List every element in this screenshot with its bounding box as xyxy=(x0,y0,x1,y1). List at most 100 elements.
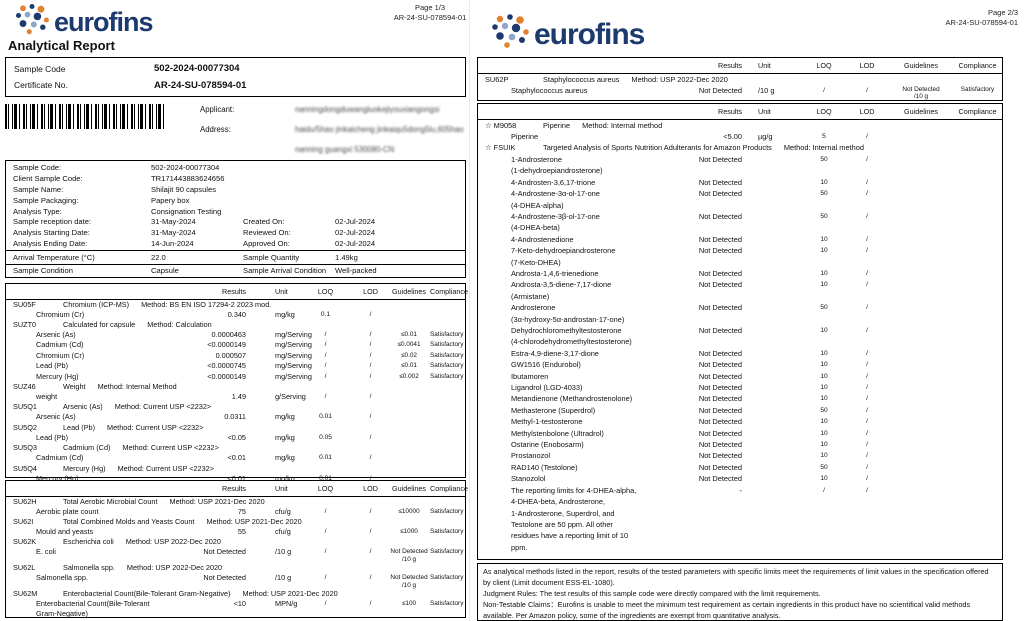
result-value: Not Detected xyxy=(203,573,246,583)
sample-code-value: 502-2024-00077304 xyxy=(154,63,240,75)
text-line: 1-Androsterone, Superdrol, and xyxy=(511,508,615,518)
column-header: LOQ xyxy=(816,106,832,116)
parameter-name: weight xyxy=(6,392,198,402)
loq-value: 10 xyxy=(820,372,828,380)
text-line: 1-Androsterone xyxy=(511,154,562,164)
loq-value: 10 xyxy=(820,349,828,357)
text-line: (1-dehydroepiandrosterone) xyxy=(511,166,603,176)
result-row: Ligandrol (LGD-4033) Not Detected 10 / xyxy=(478,382,1002,393)
info-label: Sample Packaging: xyxy=(13,195,79,205)
info-label: Reviewed On: xyxy=(243,228,291,238)
guideline-value: ≤1000 xyxy=(388,527,430,535)
info-label: Created On: xyxy=(243,217,285,227)
column-header: Unit xyxy=(758,107,771,116)
compliance-value xyxy=(954,450,1001,451)
guideline-value xyxy=(888,393,954,394)
info-value: Shilajit 90 capsules xyxy=(151,184,217,194)
guideline-value xyxy=(888,359,954,360)
result-row: Androsterone (3α-hydroxy-5α-androstan-17-… xyxy=(478,302,1002,325)
test-title: Chromium (ICP-MS) xyxy=(63,299,130,309)
section-header: SU5Q3 Cadmium (Cd) Method: Current USP <22… xyxy=(6,443,465,453)
results-table-metals: Results Unit LOQ LOD Guidelines Compliance SU0… xyxy=(5,283,468,483)
lod-value: / xyxy=(866,87,868,94)
loq-value: / xyxy=(324,599,327,607)
result-row: Staphylococcus aureus Not Detected/10 g / /… xyxy=(478,85,1002,101)
loq-value: 10 xyxy=(820,361,828,369)
guideline-value xyxy=(888,279,954,280)
text-line: Androsterone xyxy=(511,303,556,313)
column-header: Compliance xyxy=(430,287,468,296)
section-header: SU5Q1 Arsenic (As) Method: Current USP <22… xyxy=(6,402,465,412)
result-row: Estra-4,9-diene-3,17-dione Not Detected 10… xyxy=(478,348,1002,359)
parameter-name: Chromium (Cr) xyxy=(6,351,198,361)
parameter-name: 1-Androsterone (1-dehydroepiandrosterone) xyxy=(478,154,680,177)
parameter-name: Cadmium (Cd) xyxy=(6,453,198,463)
result-row: 4-Androstene-3α-ol-17-one (4-DHEA-alpha) N… xyxy=(478,188,1002,211)
unit-value: /10 g xyxy=(275,547,292,557)
test-method: Method: USP 2022-Dec 2020 xyxy=(631,74,728,84)
info-label: Sample reception date: xyxy=(13,217,92,227)
test-method: Method: Calculation xyxy=(147,319,212,329)
test-method: Method: Current USP <2232> xyxy=(114,402,212,412)
parameter-name: Androsta-3,5-diene-7,17-dione (Armistane) xyxy=(478,279,680,302)
test-title: Total Aerobic Microbial Count xyxy=(63,496,158,506)
result-row: Chromium (Cr) 0.340 mg/kg 0.1 / xyxy=(6,310,465,320)
guideline-value xyxy=(888,485,954,486)
info-value: 02-Jul-2024 xyxy=(335,239,376,249)
parameter-name: Prostanozol xyxy=(478,450,680,461)
unit-value: /10 g xyxy=(758,86,775,95)
text-line: ≤0.01 xyxy=(401,330,417,338)
address-line-2: nanning guangxi 530080-CN xyxy=(295,145,395,154)
result-row: Salmonella spp. Not Detected/10 g / / Not De… xyxy=(6,573,465,589)
test-title: Mercury (Hg) xyxy=(63,463,106,473)
compliance-value xyxy=(430,412,463,413)
result-row: Prostanozol Not Detected 10 / xyxy=(478,450,1002,461)
test-code: ☆ M9058 xyxy=(485,120,517,130)
compliance-value xyxy=(430,453,463,454)
section-header: SU62H Total Aerobic Microbial Count Method… xyxy=(6,497,465,507)
text-line: Metandienone (Methandrostenolone) xyxy=(511,394,633,404)
test-method: Method: Internal Method xyxy=(97,381,177,391)
compliance-value xyxy=(954,131,1001,132)
result-value: 55 xyxy=(237,526,246,536)
page-indicator: Page 2/3 AR-24-SU-078594-01 xyxy=(945,8,1018,28)
text-line: 4-Androsten-3,6,17-trione xyxy=(511,177,596,187)
text-line: Methylstenbolone (Ultradrol) xyxy=(511,428,604,438)
results-table-header: Results Unit LOQ LOD Guidelines Compliance xyxy=(6,284,468,300)
result-value: Not Detected xyxy=(203,547,246,557)
result-row: Enterobacterial Count(Bile-Tolerant Gram-… xyxy=(6,599,465,620)
footnote-paragraph: As analytical methods listed in the repo… xyxy=(483,567,989,587)
lod-value: / xyxy=(866,190,868,198)
sample-info-box: Sample Code: 502-2024-00077304 Client Samp… xyxy=(5,160,466,278)
column-header: Guidelines xyxy=(392,287,426,296)
parameter-name: Chromium (Cr) xyxy=(6,310,198,320)
result-value: Not Detected xyxy=(698,154,742,164)
page-1: eurofins Page 1/3 AR-24-SU-078594-01 Ana… xyxy=(0,0,470,621)
parameter-name: Dehydrochloromethyltestosterone (4-chloro… xyxy=(478,325,680,348)
barcode xyxy=(5,104,167,129)
guideline-value xyxy=(888,302,954,303)
text-line: Cadmium (Cd) xyxy=(36,453,84,463)
compliance-value: Satisfactory xyxy=(430,362,464,370)
text-line: Not Detected xyxy=(390,548,428,556)
column-header: Unit xyxy=(275,483,288,493)
info-label: Arrival Temperature (°C) xyxy=(13,253,95,263)
info-row: Analysis Type: Consignation Testing xyxy=(6,207,465,216)
lod-value: / xyxy=(866,281,868,289)
result-value: <0.0000149 xyxy=(207,340,246,350)
compliance-value xyxy=(954,382,1001,383)
result-row: Dehydrochloromethyltestosterone (4-chloro… xyxy=(478,325,1002,348)
loq-value: 10 xyxy=(820,452,828,460)
loq-value: 10 xyxy=(820,418,828,426)
parameter-name: Ostarine (Enobosarm) xyxy=(478,439,680,450)
test-code: ☆ FSUIK xyxy=(485,143,516,153)
lod-value: / xyxy=(866,452,868,460)
parameter-name: Ibutamoren xyxy=(478,371,680,382)
result-value: Not Detected xyxy=(698,474,742,484)
result-row: Ostarine (Enobosarm) Not Detected 10 / xyxy=(478,439,1002,450)
compliance-value: Satisfactory xyxy=(430,599,464,607)
loq-value: 50 xyxy=(820,155,828,163)
address-value: haidu/5hao jinkaicheng jinkaiqu5dong5lu,… xyxy=(295,125,466,154)
result-row: 4-Androsten-3,6,17-trione Not Detected 10 / xyxy=(478,177,1002,188)
text-line: ≤100 xyxy=(401,599,417,607)
